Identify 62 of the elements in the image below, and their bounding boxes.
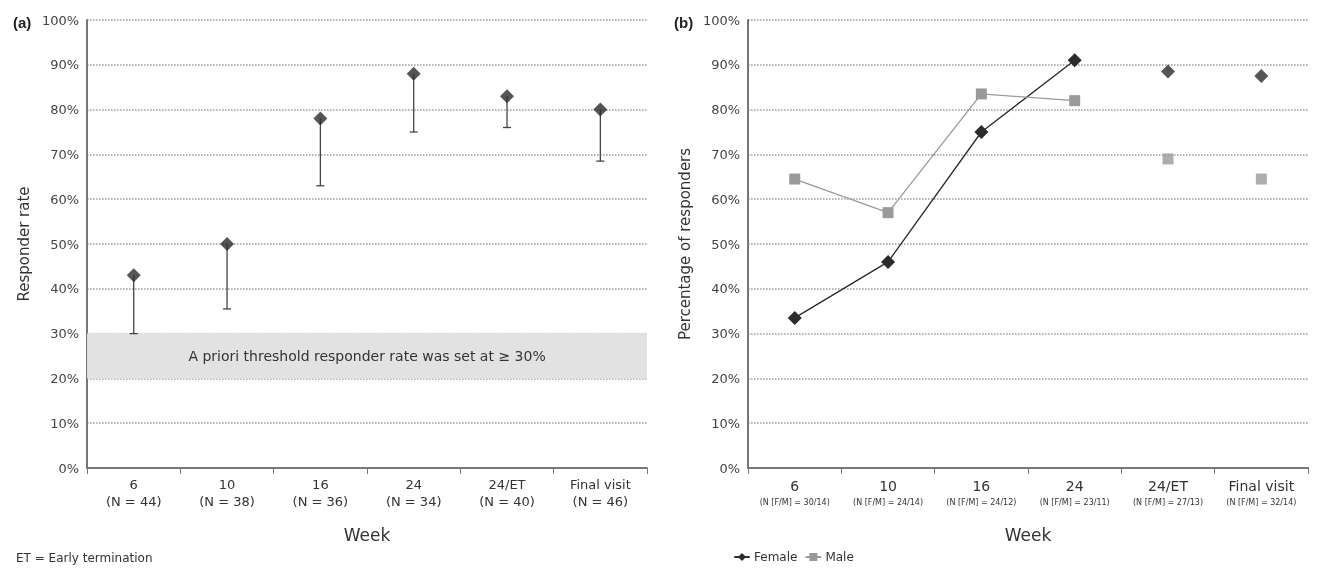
point bbox=[406, 66, 421, 81]
x-tick-label: Final visit (N = 46) bbox=[569, 477, 631, 509]
point bbox=[974, 125, 989, 139]
point bbox=[1067, 53, 1082, 68]
y-tick-label: 90% bbox=[711, 57, 741, 73]
x-tick-label: 10 (N [F/M] = 24/14) bbox=[853, 478, 924, 507]
y-tick-label: 70% bbox=[50, 146, 80, 162]
text: ET = Early termination bbox=[16, 551, 153, 565]
y-tick-label: 40% bbox=[50, 281, 80, 297]
y-tick-label: 30% bbox=[50, 326, 80, 342]
x-tick-label: 16 (N = 36) bbox=[292, 477, 349, 509]
y-tick-label: 80% bbox=[50, 102, 80, 118]
x-tick-label: 24 (N [F/M] = 23/11) bbox=[1039, 478, 1110, 507]
point bbox=[1255, 173, 1267, 185]
y-tick-label: 50% bbox=[711, 236, 741, 252]
point bbox=[1161, 64, 1176, 79]
point bbox=[500, 89, 515, 104]
x-axis-title: Week bbox=[1004, 524, 1052, 545]
y-tick-label: 100% bbox=[702, 12, 741, 28]
point bbox=[593, 102, 608, 117]
x-axis-title: Week bbox=[343, 524, 391, 545]
point bbox=[881, 254, 896, 269]
y-tick-label: 10% bbox=[711, 415, 741, 431]
legend-label: Female bbox=[754, 550, 798, 564]
y-axis-title: Responder rate bbox=[14, 186, 33, 302]
y-tick-label: 60% bbox=[50, 191, 80, 207]
band-label: A priori threshold responder rate was set at ≥ 30% bbox=[188, 348, 546, 364]
y-tick-label: 0% bbox=[719, 460, 741, 476]
y-tick-label: 30% bbox=[711, 326, 741, 342]
y-tick-label: 20% bbox=[50, 370, 80, 386]
y-tick-label: 10% bbox=[50, 415, 80, 431]
point bbox=[220, 237, 235, 251]
point bbox=[882, 207, 894, 219]
point bbox=[126, 268, 141, 283]
y-tick-label: 100% bbox=[41, 12, 80, 28]
legend-label: Male bbox=[825, 550, 854, 564]
point bbox=[1069, 95, 1081, 107]
y-tick-label: 80% bbox=[711, 102, 741, 118]
y-tick-label: 50% bbox=[50, 236, 80, 252]
chart-title: (a) bbox=[13, 14, 32, 31]
y-tick-label: 70% bbox=[711, 146, 741, 162]
x-tick-label: 24/ET (N [F/M] = 27/13) bbox=[1132, 478, 1204, 507]
y-axis-title: Percentage of responders bbox=[675, 147, 694, 341]
point bbox=[975, 88, 987, 100]
point bbox=[1254, 69, 1269, 83]
x-tick-label: 10 (N = 38) bbox=[199, 477, 255, 509]
x-tick-label: 6 (N [F/M] = 30/14) bbox=[759, 478, 830, 507]
point bbox=[1162, 153, 1174, 165]
x-tick-label: 24 (N = 34) bbox=[385, 477, 442, 509]
point bbox=[789, 173, 801, 185]
y-tick-label: 20% bbox=[711, 370, 741, 386]
y-tick-label: 60% bbox=[711, 191, 741, 207]
y-tick-label: 40% bbox=[711, 281, 741, 297]
point bbox=[313, 111, 328, 126]
x-tick-label: 6 (N = 44) bbox=[105, 477, 162, 509]
y-tick-label: 90% bbox=[50, 57, 80, 73]
x-tick-label: Final visit (N [F/M] = 32/14) bbox=[1226, 478, 1297, 507]
y-tick-label: 0% bbox=[58, 460, 80, 476]
x-tick-label: 24/ET (N = 40) bbox=[479, 477, 535, 509]
chart-title: (b) bbox=[674, 14, 694, 31]
x-tick-label: 16 (N [F/M] = 24/12) bbox=[946, 478, 1017, 507]
point bbox=[787, 310, 802, 325]
